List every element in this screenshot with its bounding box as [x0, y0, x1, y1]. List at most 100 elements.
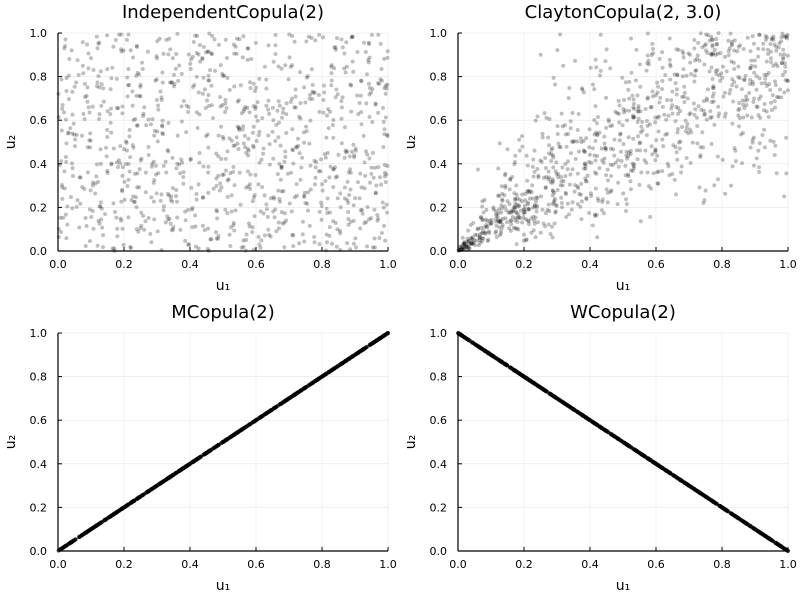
panel-independent: IndependentCopula(2) 0.0 0.2 0.4 0.6 0.8 1.0 … [3, 2, 397, 294]
scatter-point [721, 506, 726, 511]
scatter-point [160, 80, 165, 85]
scatter-point [762, 533, 767, 538]
scatter-point [489, 221, 494, 226]
scatter-point [511, 205, 516, 210]
scatter-point [110, 246, 115, 251]
scatter-point [72, 84, 77, 89]
scatter-point [167, 193, 172, 198]
scatter-point [525, 178, 530, 183]
scatter-point [664, 468, 669, 473]
scatter-point [677, 477, 682, 482]
scatter-point [307, 96, 312, 101]
scatter-point [166, 217, 171, 222]
scatter-point [702, 198, 707, 203]
scatter-point [155, 229, 160, 234]
scatter-point [227, 136, 232, 141]
scatter-point [171, 224, 176, 229]
scatter-point [464, 244, 469, 249]
scatter-point [780, 61, 785, 66]
scatter-point [197, 43, 202, 48]
scatter-point [667, 36, 672, 41]
scatter-point [524, 237, 529, 242]
scatter-point [632, 165, 637, 170]
scatter-point [283, 63, 288, 68]
scatter-point [261, 151, 266, 156]
scatter-point [558, 183, 563, 188]
scatter-point [241, 34, 246, 39]
scatter-point [656, 463, 661, 468]
scatter-point [90, 180, 95, 185]
scatter-point [718, 51, 723, 56]
scatter-point [536, 173, 541, 178]
scatter-point [74, 132, 79, 137]
scatter-point [271, 59, 276, 64]
scatter-point [729, 183, 734, 188]
scatter-point [278, 177, 283, 182]
scatter-point [368, 180, 373, 185]
scatter-point [720, 75, 725, 80]
scatter-point [138, 82, 143, 87]
scatter-point [616, 98, 621, 103]
scatter-point [363, 149, 368, 154]
scatter-point [312, 240, 317, 245]
scatter-point [474, 238, 479, 243]
scatter-point [102, 518, 107, 523]
scatter-point [335, 92, 340, 97]
scatter-point [642, 158, 647, 163]
scatter-point [624, 197, 629, 202]
scatter-point [146, 152, 151, 157]
scatter-point [674, 192, 679, 197]
scatter-point [525, 200, 530, 205]
scatter-point [366, 40, 371, 45]
scatter-point [292, 195, 297, 200]
x-tick-label: 0.2 [515, 258, 533, 271]
scatter-point [640, 128, 645, 133]
scatter-point [239, 111, 244, 116]
scatter-point [594, 121, 599, 126]
scatter-point [526, 219, 531, 224]
scatter-point [458, 245, 463, 250]
scatter-point [769, 60, 774, 65]
scatter-point [166, 120, 171, 125]
scatter-point [752, 70, 757, 75]
scatter-point [483, 230, 488, 235]
scatter-point [160, 123, 165, 128]
scatter-point [62, 46, 67, 51]
scatter-point [579, 217, 584, 222]
scatter-point [626, 154, 631, 159]
scatter-point [109, 130, 114, 135]
scatter-point [112, 246, 117, 251]
scatter-point [494, 229, 499, 234]
scatter-point [526, 188, 531, 193]
scatter-point [682, 84, 687, 89]
scatter-point [116, 158, 121, 163]
scatter-point [381, 120, 386, 125]
y-tick-label: 0.0 [30, 545, 48, 558]
scatter-point [762, 127, 767, 132]
scatter-point [326, 126, 331, 131]
scatter-point [603, 428, 608, 433]
scatter-point [329, 63, 334, 68]
scatter-point [382, 174, 387, 179]
scatter-point [532, 218, 537, 223]
scatter-point [253, 114, 258, 119]
scatter-point [593, 158, 598, 163]
scatter-point [756, 46, 761, 51]
scatter-point [496, 166, 501, 171]
scatter-point [226, 177, 231, 182]
scatter-point [273, 43, 278, 48]
scatter-point [70, 173, 75, 178]
scatter-point [555, 124, 560, 129]
scatter-point [508, 177, 513, 182]
scatter-point [653, 150, 658, 155]
scatter-point [127, 83, 132, 88]
scatter-point [258, 245, 263, 250]
scatter-point [517, 203, 522, 208]
scatter-point [590, 82, 595, 87]
scatter-point [522, 207, 527, 212]
scatter-point [128, 155, 133, 160]
scatter-point [615, 436, 620, 441]
scatter-point [189, 207, 194, 212]
scatter-point [232, 183, 237, 188]
scatter-point [152, 133, 157, 138]
